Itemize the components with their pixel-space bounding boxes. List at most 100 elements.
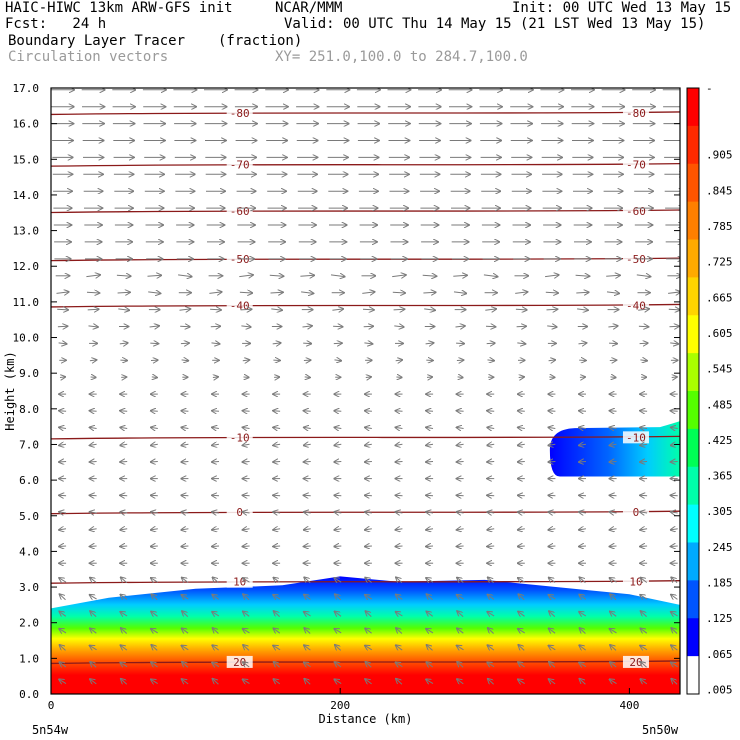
vector-arrow-11-0 — [59, 495, 67, 496]
vector-arrow-2-13 — [457, 646, 464, 650]
header-line3-units: (fraction) — [218, 33, 303, 49]
vector-arrow-3-14 — [488, 628, 494, 634]
vector-arrow-20-9 — [333, 343, 342, 344]
vector-arrow-11-7 — [273, 495, 281, 496]
vector-arrow-22-14 — [485, 309, 496, 310]
vector-arrow-5-16 — [549, 595, 556, 599]
vector-arrow-8-9 — [334, 546, 342, 547]
vector-arrow-1-17 — [579, 663, 587, 667]
vector-arrow-1-6 — [243, 662, 250, 667]
vector-arrow-15-12 — [426, 427, 434, 428]
vector-arrow-6-1 — [90, 578, 97, 583]
vector-arrow-23-2 — [117, 292, 130, 293]
vector-arrow-22-2 — [118, 309, 129, 310]
vector-arrow-16-10 — [365, 411, 372, 412]
isotherm-label-0-0: -80 — [230, 107, 250, 120]
vector-arrow-3-10 — [365, 628, 372, 633]
vector-arrow-8-13 — [457, 546, 464, 547]
vector-arrow-4-8 — [304, 612, 311, 616]
colorbar-swatch-12 — [687, 542, 699, 581]
y-tick-label-11: 11.0 — [13, 296, 40, 309]
vector-arrow-4-5 — [212, 612, 220, 616]
x-tick-label-1: 200 — [330, 699, 350, 712]
vector-arrow-1-10 — [366, 662, 372, 668]
vector-arrow-10-1 — [90, 512, 97, 513]
vector-arrow-6-17 — [580, 577, 586, 584]
colorbar-swatch-0 — [687, 88, 699, 127]
vector-arrow-19-1 — [89, 360, 97, 361]
vector-arrow-1-18 — [610, 662, 617, 667]
vector-arrow-13-3 — [151, 462, 158, 463]
colorbar-label-11: .305 — [706, 505, 733, 518]
vector-arrow-2-14 — [488, 645, 495, 650]
vector-arrow-24-6 — [239, 275, 253, 277]
colorbar-label-13: .185 — [706, 577, 733, 590]
vector-arrow-24-8 — [300, 275, 314, 276]
vector-arrow-22-0 — [57, 309, 68, 310]
isotherm-label-bg-1-0 — [226, 158, 253, 171]
y-tick-label-0: 0.0 — [19, 688, 39, 701]
vector-arrow-1-13 — [457, 662, 464, 668]
vector-arrow-5-17 — [579, 595, 587, 600]
isotherm-label-bg-4-0 — [226, 299, 253, 312]
vector-arrow-8-17 — [579, 546, 587, 547]
y-tick-label-9: 9.0 — [19, 367, 39, 380]
vector-arrow-8-12 — [426, 546, 434, 547]
vector-arrow-10-15 — [518, 512, 525, 513]
vector-arrow-2-6 — [243, 645, 250, 651]
vector-arrow-6-10 — [365, 578, 372, 583]
vector-arrow-1-12 — [426, 662, 434, 667]
vector-arrow-6-19 — [640, 578, 648, 583]
vector-arrow-19-9 — [334, 360, 342, 361]
y-tick-label-17: 17.0 — [13, 82, 40, 95]
vector-arrow-22-7 — [271, 309, 282, 310]
y-tick-label-5: 5.0 — [19, 510, 39, 523]
isotherm-label-4-0: -40 — [230, 299, 250, 312]
vector-arrow-2-9 — [335, 645, 342, 651]
vector-arrow-3-5 — [213, 628, 219, 634]
vector-arrow-5-13 — [457, 595, 464, 599]
vector-arrow-5-11 — [396, 595, 403, 600]
header-line1-right: Init: 00 UTC Wed 13 May 15 — [512, 0, 732, 16]
vector-arrow-5-1 — [90, 595, 97, 599]
vector-arrow-3-20 — [671, 628, 678, 634]
y-tick-label-7: 7.0 — [19, 438, 39, 451]
header-line2-left: Fcst: 24 h — [5, 16, 107, 32]
vector-arrow-1-8 — [304, 663, 311, 667]
vector-arrow-3-2 — [121, 628, 128, 634]
vector-arrow-21-18 — [608, 326, 617, 327]
tracer-field-upper-patch — [549, 421, 680, 477]
vector-arrow-24-17 — [575, 275, 590, 276]
header-line4-left: Circulation vectors — [8, 49, 169, 65]
y-tick-label-13: 13.0 — [13, 225, 40, 238]
vector-arrow-4-7 — [274, 611, 280, 617]
vector-arrow-13-16 — [548, 462, 556, 463]
colorbar-swatch-2 — [687, 163, 699, 203]
vector-arrow-23-18 — [606, 292, 619, 294]
vector-arrow-23-1 — [86, 292, 99, 293]
vector-arrow-16-11 — [396, 411, 403, 412]
vector-arrow-8-4 — [181, 546, 189, 547]
vector-arrow-5-15 — [518, 594, 525, 601]
vector-arrow-10-4 — [181, 512, 189, 513]
vector-arrow-1-15 — [518, 662, 525, 667]
vector-arrow-1-2 — [120, 663, 128, 667]
vector-arrow-15-0 — [59, 427, 67, 428]
vector-arrow-13-19 — [640, 462, 648, 463]
vector-arrow-13-17 — [579, 462, 587, 463]
vector-arrow-23-0 — [56, 292, 69, 294]
vector-arrow-16-8 — [304, 411, 311, 412]
vector-arrow-5-14 — [488, 595, 495, 600]
vector-arrow-15-1 — [90, 427, 97, 428]
vector-arrow-11-14 — [487, 495, 495, 496]
vector-arrow-11-2 — [120, 495, 128, 496]
vector-arrow-20-8 — [303, 343, 311, 344]
vector-arrow-18-8 — [305, 377, 310, 378]
vector-arrow-18-20 — [672, 377, 677, 378]
vector-arrow-22-20 — [668, 309, 680, 310]
vector-arrow-6-11 — [396, 577, 403, 584]
vector-arrow-9-13 — [457, 529, 464, 530]
vector-arrow-20-12 — [425, 343, 434, 344]
vector-arrow-3-16 — [549, 628, 556, 633]
vector-arrow-11-16 — [548, 495, 556, 496]
